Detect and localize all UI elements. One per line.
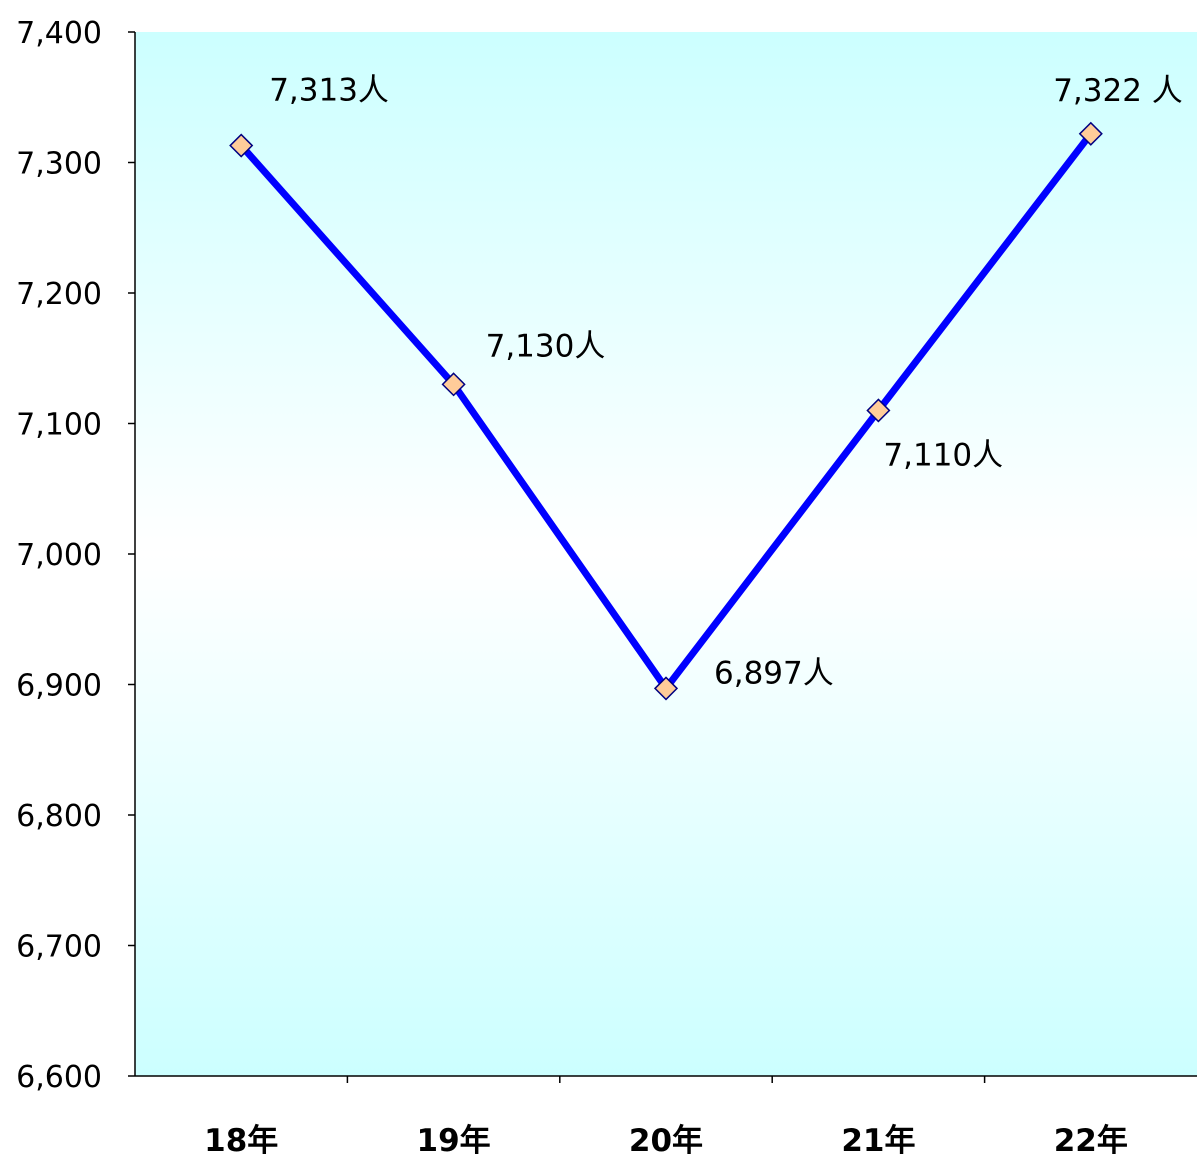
data-labels: 7,313人 7,130人 6,897人 7,110人 7,322 人 <box>269 73 1183 692</box>
data-label: 7,130人 <box>486 328 606 364</box>
y-tick-label: 6,900 <box>16 669 102 704</box>
data-label: 7,313人 <box>269 73 389 109</box>
data-point-marker <box>229 133 254 158</box>
data-label: 6,897人 <box>714 655 834 691</box>
data-point-marker <box>441 372 466 397</box>
y-tick-label: 7,100 <box>16 408 102 443</box>
y-tick-label: 7,000 <box>16 538 102 573</box>
y-axis: 6,600 6,700 6,800 6,900 7,000 7,100 7,200 7,300… <box>16 16 136 1095</box>
x-tick-label: 20年 <box>629 1123 703 1155</box>
y-tick-label: 6,800 <box>16 799 102 834</box>
x-axis: 18年 19年 20年 21年 22年 <box>135 1075 1197 1155</box>
y-tick-label: 6,600 <box>16 1060 102 1095</box>
data-point-marker <box>653 676 679 701</box>
y-tick-label: 7,200 <box>16 277 102 312</box>
data-label: 7,322 人 <box>1053 73 1183 109</box>
data-label: 7,110人 <box>883 437 1003 473</box>
data-point-marker <box>1078 121 1103 146</box>
data-point-marker <box>866 398 891 423</box>
y-tick-label: 7,400 <box>16 16 102 51</box>
series-markers <box>229 121 1103 701</box>
x-tick-label: 19年 <box>417 1123 491 1155</box>
x-tick-label: 21年 <box>841 1123 915 1155</box>
y-tick-label: 7,300 <box>16 147 102 182</box>
plot-area <box>135 32 1197 1076</box>
x-tick-label: 22年 <box>1054 1123 1128 1155</box>
y-tick-label: 6,700 <box>16 930 102 965</box>
x-tick-label: 18年 <box>204 1123 278 1155</box>
